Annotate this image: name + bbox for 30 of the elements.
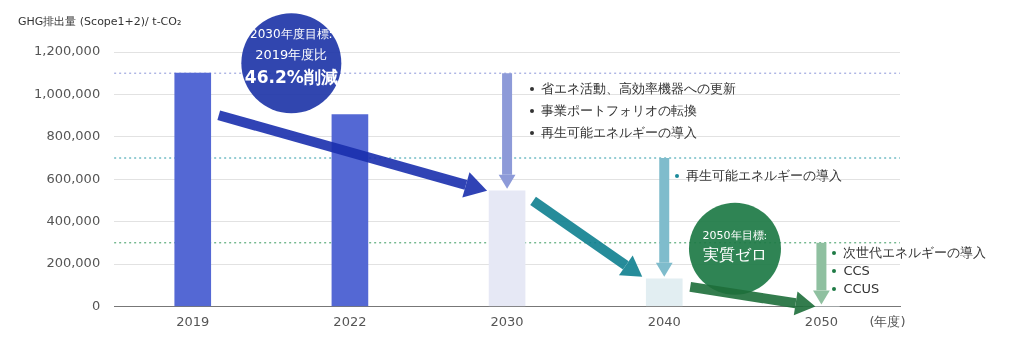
text: 2030年度目標: — [250, 27, 333, 43]
annotation: 省エネ活動、高効率機器への更新 — [541, 81, 737, 98]
x-tick-label: 2050 — [804, 313, 838, 329]
y-tick-label: 1,000,000 — [33, 85, 101, 101]
annotation: 次世代エネルギーの導入 — [843, 244, 987, 261]
bar — [174, 72, 212, 307]
annotation: 2019年度比 — [255, 47, 328, 64]
y-tick-label: 200,000 — [46, 255, 101, 271]
annotation: 再生可能エネルギーの導入 — [541, 125, 698, 142]
bar — [645, 278, 683, 307]
annotation: 2050年目標: — [702, 228, 768, 243]
y-tick-label: 400,000 — [46, 212, 101, 228]
y-tick-label: 0 — [91, 297, 101, 313]
annotation: 事業ポートフォリオの転換 — [541, 103, 698, 120]
x-tick-label: 2040 — [647, 313, 681, 329]
annotation: 再生可能エネルギーの導入 — [686, 168, 843, 184]
annotation: CCUS — [843, 280, 880, 297]
x-tick-label: 2030 — [490, 313, 524, 329]
bar — [331, 114, 369, 307]
x-axis-title: (年度) — [869, 314, 906, 331]
x-tick-label: 2019 — [176, 313, 210, 329]
y-tick-label: 600,000 — [46, 170, 101, 186]
y-tick-label: 1,200,000 — [33, 43, 101, 59]
bar — [488, 190, 526, 307]
annotation: 46.2%削減 — [244, 67, 338, 88]
y-tick-label: 800,000 — [46, 128, 101, 144]
annotation: CCS — [843, 262, 870, 279]
annotation: 実質ゼロ — [702, 244, 767, 264]
x-tick-label: 2022 — [333, 313, 367, 329]
y-axis-title: GHG排出量 (Scope1+2)/ t-CO₂ — [18, 14, 182, 30]
